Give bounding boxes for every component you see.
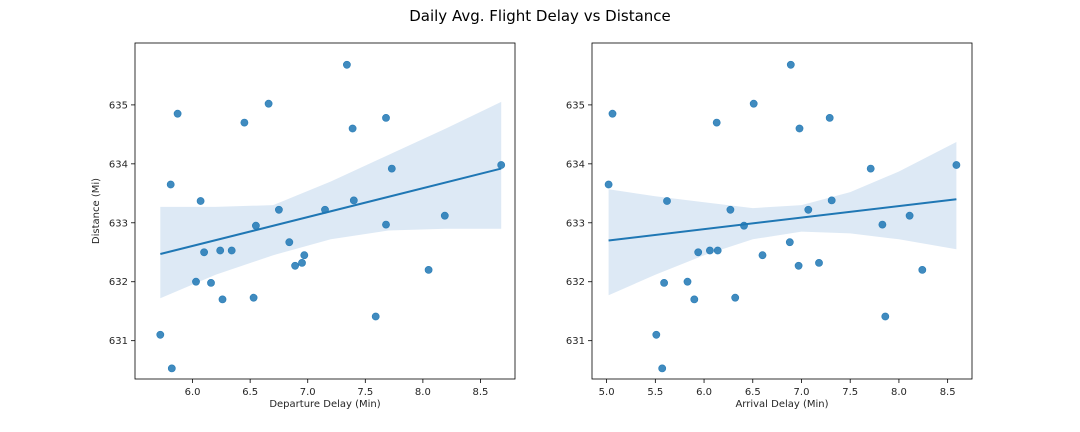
data-point: [216, 246, 225, 255]
x-tick-label: 6.5: [745, 387, 761, 398]
confidence-band: [160, 101, 502, 299]
regression-line: [608, 198, 957, 242]
data-point: [349, 196, 358, 205]
right-panel: 5.0 5.5 6.0 6.5 7.0 7.5 8.0 8.5 631 632 633 634 635 A…: [566, 42, 973, 410]
data-point: [786, 60, 795, 69]
y-tick-label: 631: [566, 336, 585, 347]
data-point: [298, 258, 306, 267]
data-point: [166, 180, 175, 189]
axes-frame: [134, 42, 516, 380]
data-point: [785, 238, 794, 247]
data-point: [758, 251, 767, 260]
x-tick-label: 6.0: [696, 387, 712, 398]
data-point: [604, 180, 613, 189]
y-tick-label: 634: [109, 159, 128, 170]
data-point: [240, 118, 249, 127]
data-point: [731, 293, 740, 302]
data-point: [167, 364, 176, 373]
y-tick-label: 632: [109, 277, 128, 288]
data-point: [713, 246, 722, 255]
data-point: [249, 293, 258, 302]
data-point: [663, 197, 671, 205]
x-axis-label: Departure Delay (Min): [269, 399, 380, 410]
data-point: [227, 246, 236, 255]
y-axis-label: Distance (Mi): [91, 178, 102, 244]
data-point: [712, 118, 721, 127]
data-point: [918, 265, 927, 274]
data-point: [658, 364, 667, 373]
x-axis-label: Arrival Delay (Min): [735, 399, 828, 410]
x-tick-label: 8.5: [473, 387, 489, 398]
y-tick-label: 633: [566, 218, 585, 229]
data-point: [881, 312, 890, 321]
data-point: [749, 99, 758, 108]
y-tick-label: 635: [566, 100, 585, 111]
data-point: [156, 330, 165, 339]
data-point: [652, 330, 661, 339]
y-tick-label: 631: [109, 336, 128, 347]
data-point: [382, 220, 390, 229]
data-point: [608, 109, 617, 118]
data-point: [726, 205, 735, 214]
data-point: [878, 220, 887, 229]
data-point: [694, 248, 703, 257]
x-tick-label: 7.0: [300, 387, 316, 398]
data-point: [866, 164, 875, 173]
data-point: [952, 161, 961, 169]
x-tick-label: 6.0: [185, 387, 201, 398]
data-point: [196, 197, 205, 205]
data-point: [825, 114, 834, 122]
x-tick-label: 8.5: [940, 387, 956, 398]
data-point: [660, 278, 668, 287]
left-panel: 6.0 6.5 7.0 7.5 8.0 8.5 631 632 633 634 635 Departu…: [91, 42, 516, 410]
data-point: [424, 265, 433, 274]
data-point: [192, 277, 200, 286]
x-tick-label: 6.5: [242, 387, 258, 398]
data-point: [382, 114, 390, 122]
data-point: [387, 164, 396, 173]
regression-line: [160, 167, 502, 256]
data-point: [804, 205, 813, 214]
data-point: [173, 109, 182, 118]
data-point: [207, 278, 215, 287]
y-tick-label: 633: [109, 218, 128, 229]
data-point: [291, 261, 299, 270]
data-point: [815, 258, 823, 267]
data-point: [440, 211, 449, 220]
data-point: [794, 261, 803, 270]
confidence-band: [608, 142, 957, 296]
axes-frame: [591, 42, 973, 380]
data-point: [251, 221, 260, 230]
x-tick-label: 5.0: [599, 387, 615, 398]
data-point: [285, 238, 294, 247]
data-point: [300, 251, 309, 260]
y-tick-label: 632: [566, 277, 585, 288]
data-point: [274, 205, 283, 214]
y-tick-label: 635: [109, 100, 128, 111]
x-tick-label: 8.0: [891, 387, 907, 398]
x-tick-label: 5.5: [647, 387, 663, 398]
x-tick-label: 7.0: [794, 387, 810, 398]
data-point: [348, 124, 357, 133]
data-point: [200, 248, 208, 257]
data-point: [706, 246, 714, 255]
data-point: [264, 99, 273, 108]
x-tick-label: 8.0: [415, 387, 431, 398]
data-point: [905, 211, 914, 220]
y-tick-label: 634: [566, 159, 585, 170]
data-point: [218, 295, 227, 304]
data-point: [795, 124, 804, 133]
data-point: [683, 277, 692, 286]
data-point: [690, 295, 699, 304]
data-point: [371, 312, 380, 321]
x-tick-label: 7.5: [357, 387, 373, 398]
data-point: [827, 196, 836, 205]
data-point: [497, 161, 506, 169]
x-tick-label: 7.5: [842, 387, 858, 398]
figure-title: Daily Avg. Flight Delay vs Distance: [409, 7, 671, 25]
data-point: [342, 60, 351, 69]
